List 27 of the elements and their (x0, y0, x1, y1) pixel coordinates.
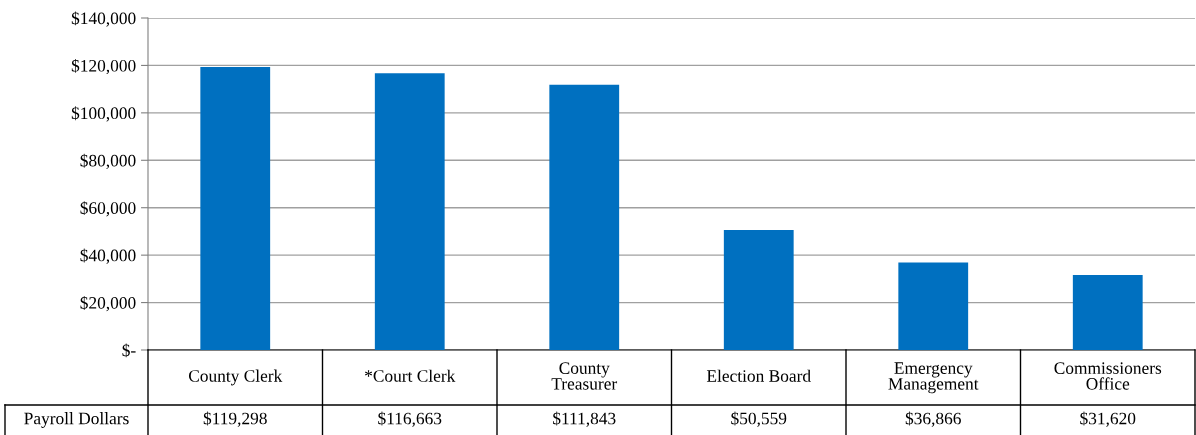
y-tick-label: $80,000 (80, 153, 136, 169)
data-label: $111,843 (553, 411, 616, 427)
data-label: $31,620 (1080, 411, 1136, 427)
data-label: $119,298 (203, 411, 267, 427)
bar (1072, 275, 1143, 350)
y-tick-label: $- (122, 343, 136, 358)
x-tick-label: County Clerk (188, 369, 283, 386)
data-label: $50,559 (731, 411, 787, 427)
y-tick-label: $40,000 (80, 248, 136, 264)
bar (200, 67, 271, 350)
bar (723, 230, 794, 350)
y-tick-label: $140,000 (71, 11, 136, 27)
x-tick-label: Election Board (706, 369, 811, 382)
text: Payroll Dollars (24, 412, 129, 428)
y-tick-label: $60,000 (80, 201, 136, 217)
bar (898, 262, 969, 350)
y-tick-label: $20,000 (80, 296, 136, 312)
x-tick-label: Commissioners Office (1054, 362, 1162, 390)
x-tick-label: Emergency Management (888, 362, 979, 394)
bar (374, 73, 445, 350)
data-label: $116,663 (378, 411, 442, 427)
x-tick-label: County Treasurer (551, 362, 618, 390)
bar (549, 84, 620, 350)
y-tick-label: $100,000 (71, 106, 136, 122)
y-tick-label: $120,000 (71, 58, 136, 75)
data-label: $36,866 (905, 411, 961, 427)
x-tick-label: *Court Clerk (365, 369, 456, 382)
